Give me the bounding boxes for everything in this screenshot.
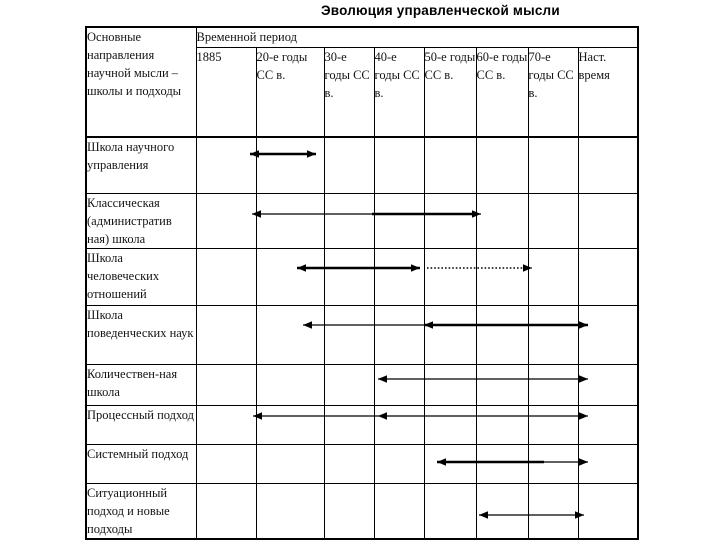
table-row: Количествен-ная школа [85, 363, 639, 406]
table-row: Системный подход [85, 443, 639, 484]
period-header-1885: 1885 [195, 46, 257, 138]
school-label-cell: Классическая (административ ная) школа [85, 192, 197, 249]
corner-header-cell: Основные направления научной мысли – шко… [85, 26, 197, 138]
period-header-20s: 20-е годы СС в. [255, 46, 325, 138]
period-header-70s: 70-е годы СС в. [527, 46, 579, 138]
period-header-40s: 40-е годы СС в. [373, 46, 425, 138]
table-row: Школа научного управления [85, 136, 639, 194]
table-row: Процессный подход [85, 404, 639, 445]
school-label-cell: Школа поведенческих наук [85, 304, 197, 365]
period-header-60s: 60-е годы СС в. [475, 46, 529, 138]
header-row-group: Основные направления научной мысли – шко… [85, 26, 639, 138]
school-label-cell: Количествен-ная школа [85, 363, 197, 406]
evolution-table: Основные направления научной мысли – шко… [85, 26, 639, 540]
figure-title: Эволюция управленческой мысли [321, 3, 560, 18]
period-header-50s: 50-е годы СС в. [423, 46, 477, 138]
table-row: Школа человеческих отношений [85, 247, 639, 306]
period-group-header-cell: Временной период [195, 26, 639, 48]
school-label-cell: Школа человеческих отношений [85, 247, 197, 306]
school-label-cell: Системный подход [85, 443, 197, 484]
school-label-cell: Школа научного управления [85, 136, 197, 194]
table-row: Классическая (административ ная) школа [85, 192, 639, 249]
school-label-cell: Ситуационный подход и новые подходы [85, 482, 197, 539]
school-label-cell: Процессный подход [85, 404, 197, 445]
period-header-30s: 30-е годы СС в. [323, 46, 375, 138]
period-header-now: Наст. время [577, 46, 639, 138]
header-row-periods: 1885 20-е годы СС в. 30-е годы СС в. 40-… [86, 46, 639, 138]
table-row: Школа поведенческих наук [85, 304, 639, 365]
table-row: Ситуационный подход и новые подходы [85, 482, 639, 539]
